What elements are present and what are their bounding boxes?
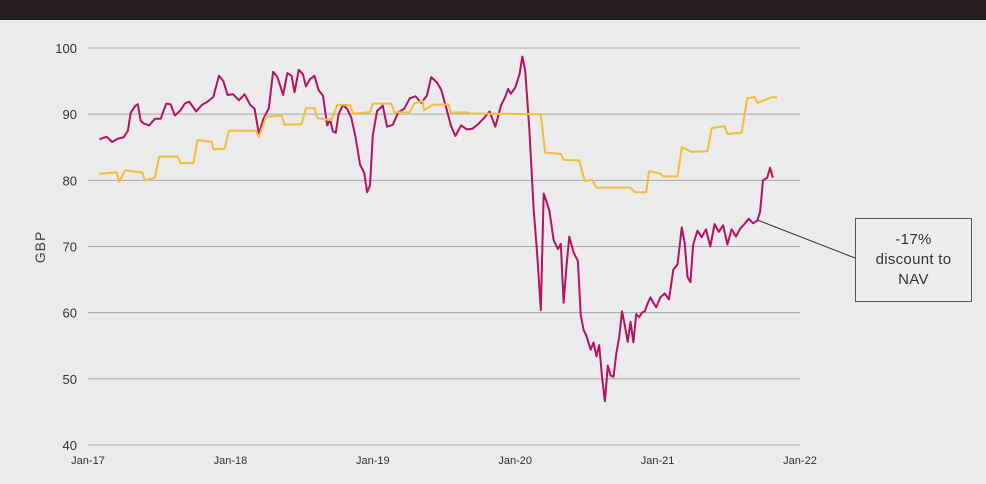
y-tick-label: 80 <box>63 173 77 188</box>
grid-lines <box>88 47 800 446</box>
annotation-line-2: discount to <box>875 251 952 268</box>
chart-area: 40 50 60 70 80 90 100 Jan-17 Jan-18 Jan-19 Jan-20… <box>0 20 986 479</box>
y-tick-labels: 40 50 60 70 80 90 100 <box>55 41 77 453</box>
price-chart: 40 50 60 70 80 90 100 Jan-17 Jan-18 Jan-19 Jan-20… <box>32 41 856 467</box>
y-axis-label: GBP <box>32 231 48 264</box>
x-tick-label: Jan-17 <box>71 455 105 467</box>
annotation-leader-line <box>757 219 856 259</box>
y-tick-label: 100 <box>55 41 77 56</box>
x-tick-label: Jan-21 <box>641 455 675 467</box>
annotation-line-3: NAV <box>898 271 929 288</box>
y-tick-label: 40 <box>63 438 77 453</box>
x-tick-label: Jan-22 <box>783 455 817 467</box>
series-lines <box>99 55 778 403</box>
y-tick-label: 90 <box>63 107 77 122</box>
x-tick-labels: Jan-17 Jan-18 Jan-19 Jan-20 Jan-21 Jan-22 <box>71 455 817 467</box>
annotation-line-1: -17% <box>895 231 932 248</box>
y-tick-label: 50 <box>63 372 77 387</box>
x-tick-label: Jan-19 <box>356 455 390 467</box>
x-tick-label: Jan-18 <box>214 455 248 467</box>
annotation-box: -17% discount to NAV <box>855 218 972 302</box>
y-tick-label: 60 <box>63 306 77 321</box>
top-bar <box>0 0 986 20</box>
y-tick-label: 70 <box>63 240 77 255</box>
series-line-1 <box>99 55 774 403</box>
x-tick-label: Jan-20 <box>498 455 532 467</box>
series-line-2 <box>99 96 778 194</box>
